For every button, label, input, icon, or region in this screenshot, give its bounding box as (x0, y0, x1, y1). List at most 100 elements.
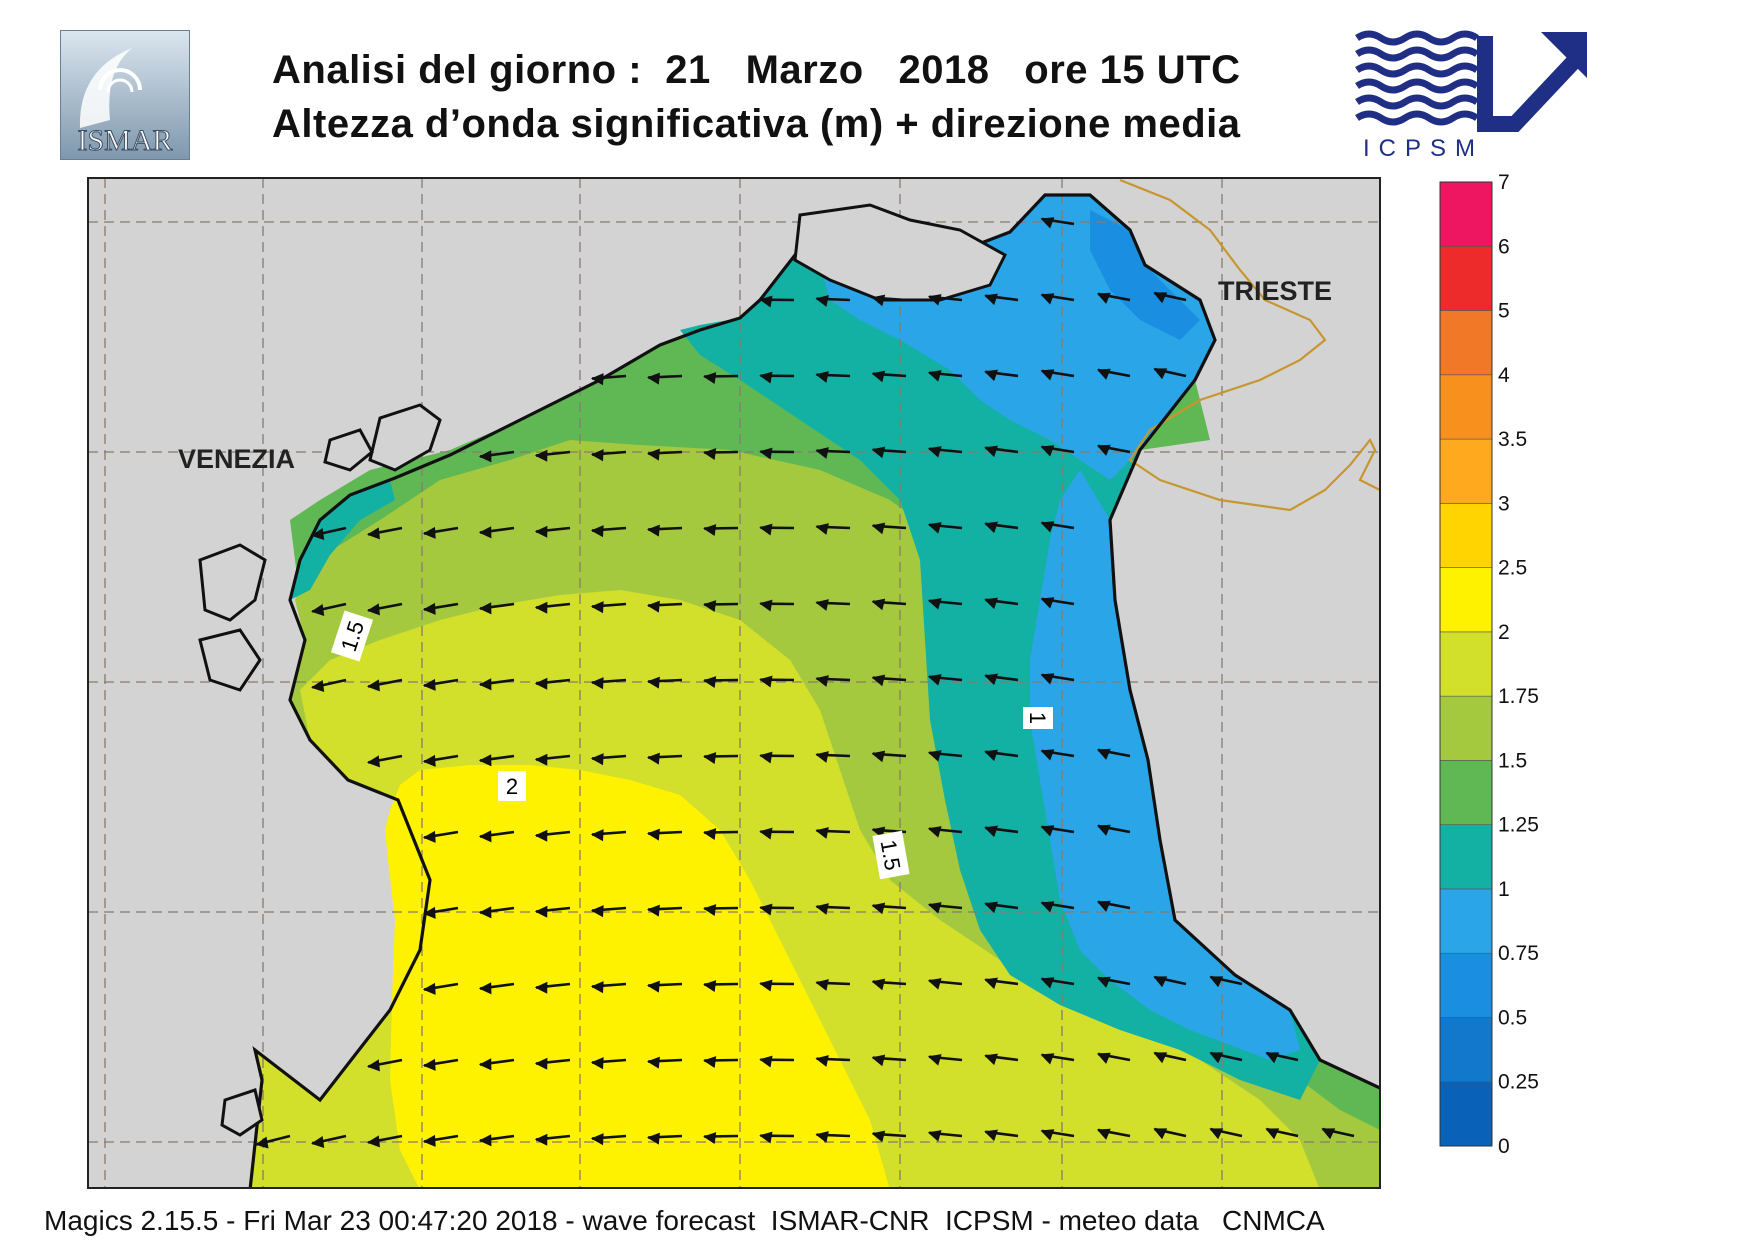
direction-arrow-head (871, 522, 886, 535)
direction-arrow-head (646, 980, 660, 993)
direction-arrow-head (366, 603, 380, 616)
direction-arrow-head (871, 750, 886, 763)
direction-arrow-head (590, 1133, 604, 1146)
direction-arrow-head (871, 902, 886, 915)
direction-arrow-head (646, 1132, 660, 1145)
direction-arrow-head (984, 597, 998, 610)
colorbar-swatch (1439, 695, 1493, 761)
direction-arrow-head (984, 977, 998, 990)
sea-level-2 (385, 765, 890, 1188)
direction-arrow-head (1040, 1053, 1055, 1065)
direction-arrow-head (927, 446, 942, 458)
direction-arrow-head (871, 978, 886, 991)
direction-arrow-head (646, 600, 660, 613)
direction-arrow-head (1321, 1128, 1336, 1140)
city-label-trieste: TRIESTE (1218, 276, 1332, 306)
colorbar-swatch (1439, 888, 1493, 954)
direction-arrow-head (871, 370, 886, 383)
ismar-logo: ISMAR (59, 29, 191, 161)
direction-arrow-head (646, 372, 660, 385)
direction-arrow-head (871, 1130, 886, 1143)
direction-arrow-head (1040, 445, 1055, 457)
title-line-1: Analisi del giorno : 21 Marzo 2018 ore 1… (272, 48, 1241, 92)
direction-arrow-head (759, 827, 773, 840)
direction-arrow-head (927, 674, 942, 686)
direction-arrow-head (703, 524, 717, 537)
direction-arrow-head (422, 982, 436, 995)
sea-level-1-venice (290, 480, 395, 600)
ismar-logo-text: ISMAR (77, 124, 172, 157)
direction-arrow-head (759, 599, 773, 612)
direction-arrow-head (871, 1054, 886, 1067)
direction-arrow-head (1040, 673, 1055, 685)
direction-arrow-head (366, 1059, 380, 1072)
direction-arrow-head (703, 676, 717, 689)
direction-arrow-head (311, 528, 325, 540)
direction-arrow-head (759, 1131, 773, 1144)
colorbar-tick-label: 1 (1498, 878, 1510, 901)
direction-arrow-head (815, 1131, 829, 1143)
direction-arrow-head (590, 1057, 604, 1070)
direction-arrow-head (759, 903, 773, 916)
direction-arrow-head (984, 1129, 998, 1142)
colorbar-frame (1439, 181, 1493, 1147)
map-frame (87, 177, 1381, 1189)
direction-arrow-head (984, 901, 998, 914)
direction-arrow-head (703, 1056, 717, 1069)
colorbar-swatch (1439, 760, 1493, 825)
direction-arrow-head (927, 1130, 942, 1142)
direction-arrow-head (815, 1055, 829, 1067)
colorbar-tick-label: 4 (1498, 364, 1510, 387)
direction-arrow-head (703, 448, 717, 461)
direction-arrow-head (646, 1056, 660, 1069)
direction-arrow-head (478, 526, 492, 539)
direction-arrow-head (478, 830, 492, 843)
direction-arrow-head (1209, 1128, 1224, 1140)
direction-arrow-head (590, 981, 604, 994)
direction-arrow-head (1153, 976, 1168, 988)
colorbar-tick-label: 2 (1498, 621, 1510, 644)
direction-arrow-head (871, 446, 886, 459)
direction-arrow-head (1040, 749, 1055, 761)
direction-arrow-head (1040, 521, 1055, 533)
direction-arrow-head (815, 675, 829, 687)
direction-arrow-head (1153, 1128, 1168, 1140)
direction-arrow-head (759, 295, 773, 308)
direction-arrow-head (366, 679, 380, 692)
direction-arrows (255, 217, 1355, 1149)
colorbar-swatch (1439, 181, 1493, 247)
direction-arrow-head (1153, 1052, 1168, 1064)
contour-label-2: 2 (506, 774, 518, 799)
direction-arrow-head (646, 524, 660, 537)
direction-arrow-head (366, 755, 380, 768)
direction-arrow-head (984, 445, 998, 458)
direction-arrow-head (590, 677, 604, 690)
direction-arrow-head (1096, 292, 1111, 304)
direction-arrow-head (871, 674, 886, 687)
direction-arrow-head (927, 598, 942, 610)
direction-arrow-head (984, 825, 998, 838)
direction-arrow-head (1096, 1128, 1111, 1140)
direction-arrow-head (927, 522, 942, 534)
title-line-2: Altezza d’onda significativa (m) + direz… (272, 102, 1241, 146)
direction-arrow-head (311, 680, 325, 692)
colorbar: 0 0.25 0.5 0.75 1 1.25 1.5 1.75 2 2.5 3 3.5 4 5 6 7 (1439, 171, 1539, 1158)
direction-arrow-head (1096, 368, 1111, 380)
direction-arrow-head (759, 979, 773, 992)
direction-arrow-head (422, 830, 436, 843)
direction-arrow-head (815, 447, 829, 459)
direction-arrow-head (815, 903, 829, 915)
direction-arrow-head (590, 525, 604, 538)
direction-arrow-head (534, 829, 548, 842)
direction-arrow-head (927, 978, 942, 990)
colorbar-swatch (1439, 952, 1493, 1018)
colorbar-swatch (1439, 503, 1493, 568)
direction-arrow-head (646, 448, 660, 461)
direction-arrow-head (927, 294, 942, 306)
colorbar-swatch (1439, 567, 1493, 633)
national-border (1119, 178, 1380, 512)
contour-labels: 1.5 2 1.5 1 (330, 610, 1053, 880)
colorbar-tick-label: 6 (1498, 235, 1510, 258)
direction-arrow-head (703, 372, 717, 385)
direction-arrow-head (478, 678, 492, 691)
